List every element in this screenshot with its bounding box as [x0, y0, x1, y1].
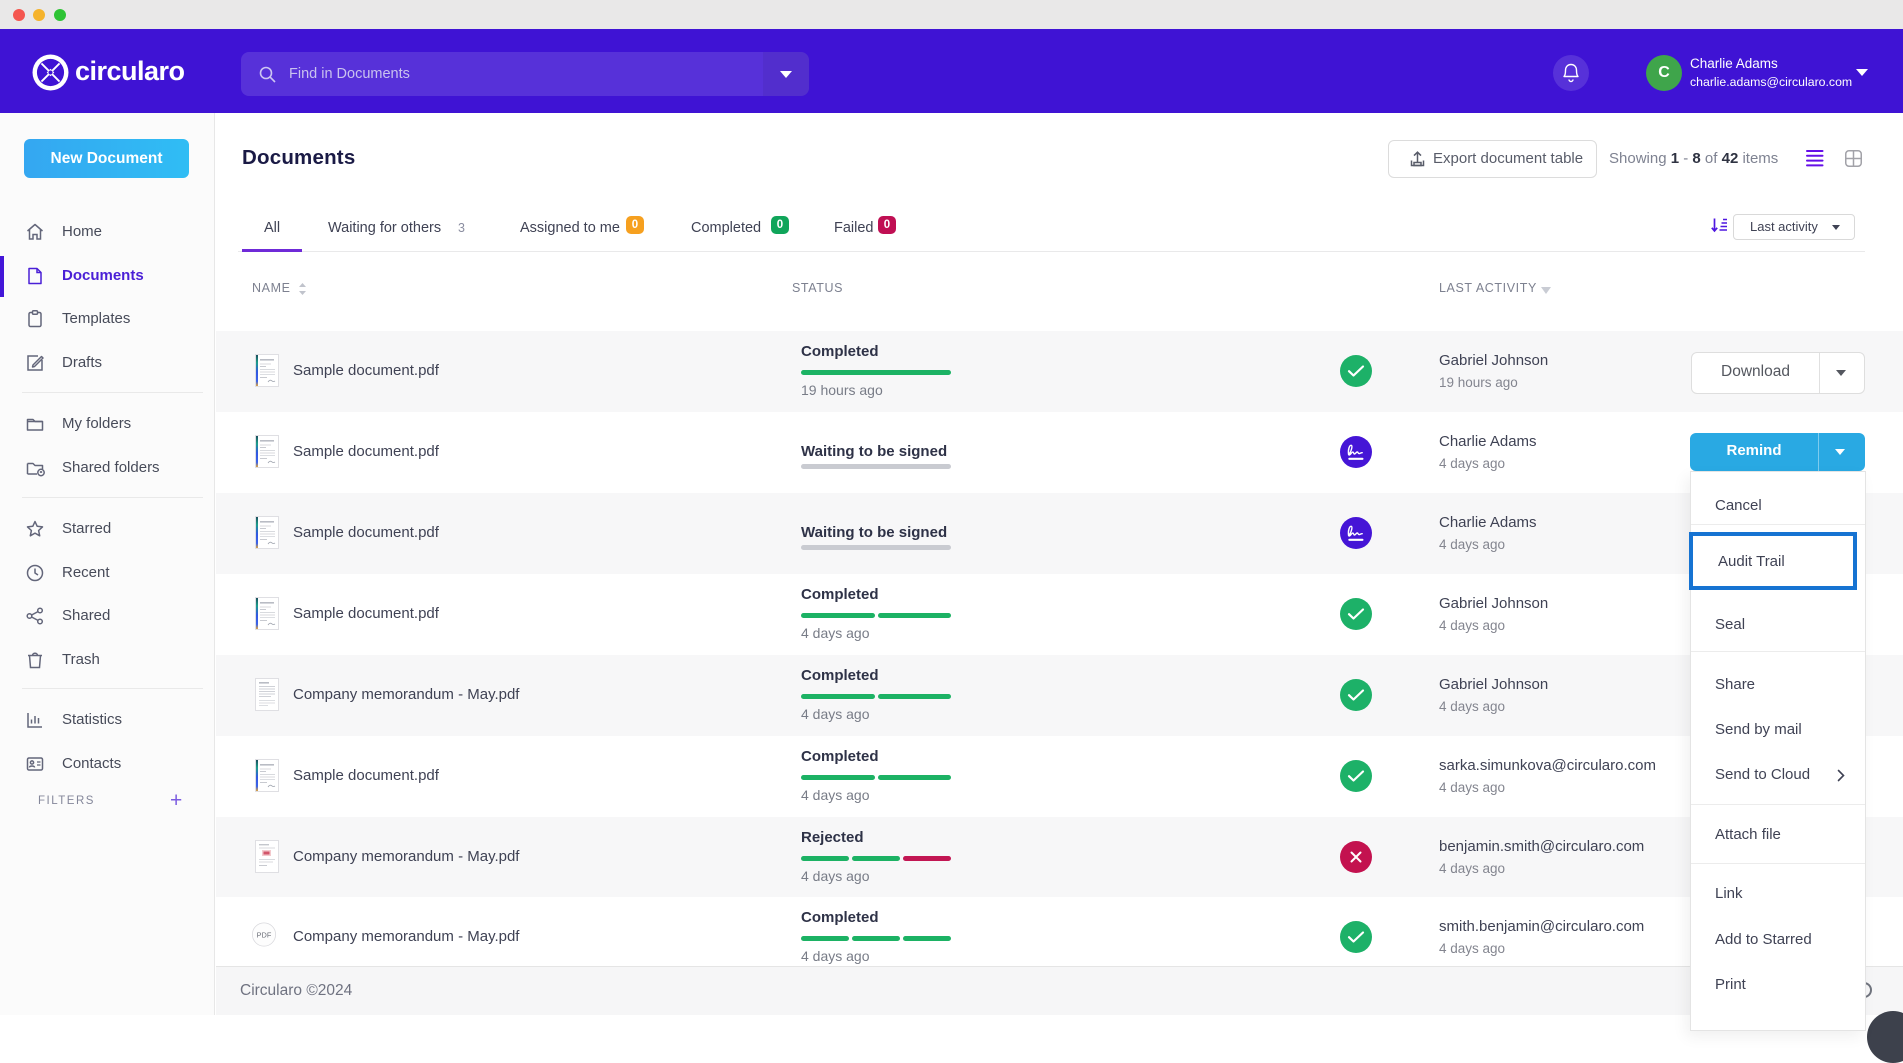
svg-text:PDF: PDF	[257, 931, 272, 940]
